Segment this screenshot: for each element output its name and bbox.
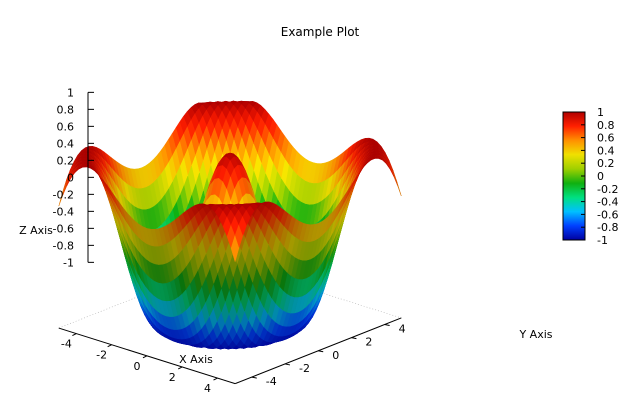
z-tick-label: 0.4 <box>57 137 75 150</box>
z-tick-label: -0.4 <box>53 205 74 218</box>
z-tick-label: -1 <box>63 256 74 269</box>
colorbar-tick-label: -0.8 <box>597 221 618 234</box>
y-tick-label: -2 <box>299 362 310 375</box>
x-axis-line <box>58 327 236 385</box>
colorbar-tick-label: 0.8 <box>597 119 615 132</box>
colorbar-tick-label: 0.6 <box>597 132 615 145</box>
z-tick-label: 0.8 <box>57 103 75 116</box>
surface-facet <box>230 234 240 263</box>
x-tick-label: -2 <box>96 349 107 362</box>
colorbar-tick-label: -1 <box>597 234 608 247</box>
y-tick-mark <box>284 363 291 366</box>
colorbar-tick-label: 0.2 <box>597 157 615 170</box>
axes-frame: 1 0.8 0.6 0.4 0.2 0 -0.2 -0.4 -0.6 -0.8 -1 -4 -2 0 2 4 -… <box>53 86 406 395</box>
y-tick-label: 2 <box>365 336 372 349</box>
y-tick-mark <box>251 376 257 379</box>
x-tick-mark <box>107 344 112 348</box>
y-tick-mark <box>384 324 390 327</box>
x-tick-label: -4 <box>61 338 72 351</box>
z-tick-label: 0.2 <box>57 154 75 167</box>
colorbar-tick-label: 0 <box>597 170 604 183</box>
y-tick-label: 4 <box>399 323 406 336</box>
colorbar-tick-label: -0.4 <box>597 196 618 209</box>
z-tick-label: 0.6 <box>57 120 75 133</box>
y-axis-label: Y Axis <box>518 328 552 341</box>
x-tick-mark <box>142 355 148 359</box>
x-tick-label: 0 <box>133 360 140 373</box>
colorbar-tick-label: 0.4 <box>597 144 615 157</box>
colorbar-tick-label: -0.6 <box>597 208 618 221</box>
colorbar: 10.80.60.40.20-0.2-0.4-0.6-0.8-1 <box>562 106 618 247</box>
x-tick-mark <box>213 377 218 381</box>
x-axis-label: X Axis <box>179 353 213 366</box>
x-tick-label: 4 <box>204 382 211 395</box>
z-tick-label: 1 <box>67 86 74 99</box>
z-tick-label: -0.2 <box>53 188 74 201</box>
colorbar-tick-label: 1 <box>597 106 604 119</box>
y-tick-mark <box>351 337 357 340</box>
z-axis-label: Z Axis <box>19 224 53 237</box>
y-tick-label: -4 <box>266 375 277 388</box>
z-tick-label: 0 <box>67 171 74 184</box>
surface-mesh <box>58 100 402 350</box>
chart-title: Example Plot <box>281 25 360 39</box>
x-tick-mark <box>72 333 77 337</box>
y-tick-mark <box>318 350 324 353</box>
y-tick-label: 0 <box>332 349 339 362</box>
z-tick-label: -0.6 <box>53 222 74 235</box>
z-tick-label: -0.8 <box>53 239 74 252</box>
x-tick-label: 2 <box>169 371 176 384</box>
colorbar-tick-label: -0.2 <box>597 183 618 196</box>
x-tick-mark <box>178 366 183 370</box>
